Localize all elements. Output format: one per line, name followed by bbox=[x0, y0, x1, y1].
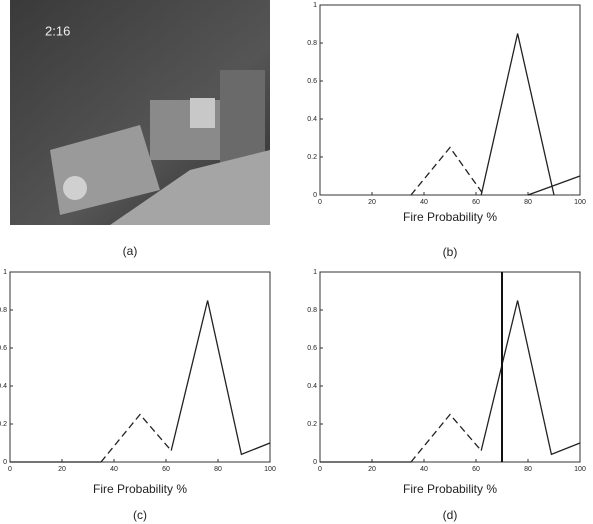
y-tick-label: 1 bbox=[313, 269, 317, 276]
x-tick-label: 20 bbox=[368, 199, 376, 206]
x-tick-label: 60 bbox=[162, 466, 170, 473]
y-tick-label: 1 bbox=[313, 2, 317, 9]
y-tick-label: 0.4 bbox=[307, 383, 317, 390]
series-line bbox=[410, 413, 482, 463]
photo-basket bbox=[63, 176, 87, 200]
y-tick-label: 0.4 bbox=[0, 383, 7, 390]
series-line bbox=[527, 175, 581, 196]
y-tick-label: 0.2 bbox=[0, 421, 7, 428]
photo-timestamp: 2:16 bbox=[45, 23, 70, 38]
photo: 2:16 bbox=[10, 0, 270, 225]
x-tick-label: 100 bbox=[574, 466, 586, 473]
x-tick-label: 0 bbox=[8, 466, 12, 473]
plot-frame bbox=[9, 271, 271, 463]
x-tick-label: 20 bbox=[368, 466, 376, 473]
y-tick-label: 0.8 bbox=[307, 40, 317, 47]
x-tick-label: 80 bbox=[524, 199, 532, 206]
x-tick-label: 60 bbox=[472, 466, 480, 473]
x-tick-label: 0 bbox=[318, 199, 322, 206]
x-tick-label: 40 bbox=[420, 199, 428, 206]
x-tick-label: 100 bbox=[574, 199, 586, 206]
y-tick-label: 0.8 bbox=[307, 307, 317, 314]
y-tick-label: 0.4 bbox=[307, 116, 317, 123]
y-tick-label: 0.6 bbox=[307, 345, 317, 352]
x-axis-label: Fire Probability % bbox=[403, 482, 497, 496]
x-tick-label: 60 bbox=[472, 199, 480, 206]
photo-monitor bbox=[190, 98, 215, 128]
x-axis-label: Fire Probability % bbox=[93, 482, 187, 496]
plot-frame bbox=[319, 271, 581, 463]
y-tick-label: 0 bbox=[313, 459, 317, 466]
y-tick-label: 0 bbox=[313, 192, 317, 199]
x-tick-label: 100 bbox=[264, 466, 276, 473]
y-tick-label: 0.2 bbox=[307, 154, 317, 161]
y-tick-label: 1 bbox=[3, 269, 7, 276]
x-tick-label: 80 bbox=[524, 466, 532, 473]
x-tick-label: 80 bbox=[214, 466, 222, 473]
y-tick-label: 0.2 bbox=[307, 421, 317, 428]
series-line bbox=[100, 413, 172, 463]
caption: (c) bbox=[133, 508, 147, 522]
caption: (a) bbox=[123, 244, 138, 258]
series-line bbox=[170, 300, 271, 456]
caption: (b) bbox=[443, 245, 458, 259]
photo-bed bbox=[110, 150, 270, 225]
caption: (d) bbox=[443, 508, 458, 522]
x-axis-label: Fire Probability % bbox=[403, 210, 497, 224]
x-tick-label: 40 bbox=[110, 466, 118, 473]
y-tick-label: 0.6 bbox=[307, 78, 317, 85]
plot-frame bbox=[319, 4, 581, 196]
y-tick-label: 0.6 bbox=[0, 345, 7, 352]
x-tick-label: 20 bbox=[58, 466, 66, 473]
x-tick-label: 0 bbox=[318, 466, 322, 473]
series-line bbox=[480, 300, 581, 456]
y-tick-label: 0.8 bbox=[0, 307, 7, 314]
series-line bbox=[410, 146, 485, 196]
y-tick-label: 0 bbox=[3, 459, 7, 466]
x-tick-label: 40 bbox=[420, 466, 428, 473]
series-line bbox=[480, 33, 555, 196]
